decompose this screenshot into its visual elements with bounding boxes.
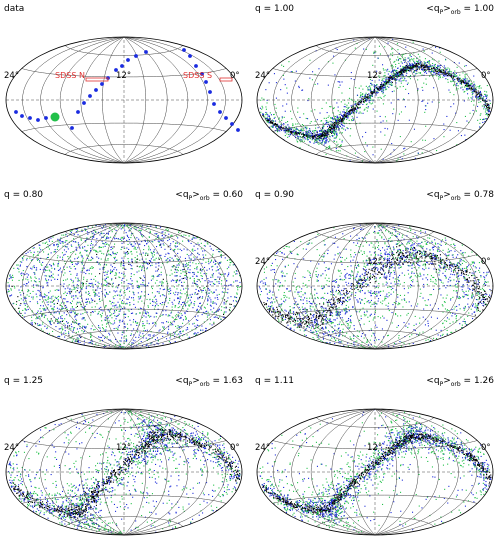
lon-tick-label: 24° (255, 443, 270, 453)
panel-left-label: q = 0.80 (4, 190, 44, 200)
sky-map: 24° 12° 0° (255, 36, 494, 164)
sky-map: 24° 12° 0° (255, 408, 494, 536)
lon-tick-label: 0° (230, 71, 240, 81)
panel-right-label: <qP>orb = 1.26 (426, 376, 494, 388)
lon-tick-label: 12° (367, 71, 382, 81)
panel-left-label: q = 1.00 (255, 4, 295, 14)
grid-lines (5, 222, 243, 350)
lon-tick-label: 12° (116, 71, 131, 81)
stream-particles (259, 38, 491, 163)
panel-q090: 24° 12° 0° q = 0.90 <qP>orb = 0.78 (251, 186, 499, 372)
panel-left-label: q = 1.25 (4, 376, 44, 386)
sky-map (5, 222, 243, 350)
sky-map: 24° 12° 0° (4, 408, 243, 536)
lon-tick-label: 12° (367, 443, 382, 453)
lon-tick-label: 24° (255, 257, 270, 267)
progenitor-marker (50, 112, 60, 122)
lon-tick-label: 24° (4, 443, 19, 453)
panel-right-label: <qP>orb = 1.63 (175, 376, 243, 388)
lon-tick-label: 12° (367, 257, 382, 267)
panel-left-label: q = 0.90 (255, 190, 295, 200)
grid-lines (256, 36, 494, 164)
panel-left-label: q = 1.11 (255, 376, 295, 386)
panel-q080: q = 0.80 <qP>orb = 0.60 (0, 186, 249, 372)
sdss-south-label: SDSS S (183, 71, 212, 80)
grid-lines (5, 36, 243, 164)
lon-tick-label: 24° (4, 71, 19, 81)
panel-right-label: <qP>orb = 0.60 (175, 190, 243, 202)
grid-lines (256, 222, 494, 350)
panel-left-label: data (4, 4, 25, 14)
lon-tick-label: 12° (116, 443, 131, 453)
sdss-north-label: SDSS N (55, 71, 85, 80)
panel-right-label: <qP>orb = 1.00 (426, 4, 494, 16)
lon-tick-label: 24° (255, 71, 270, 81)
sdss-north-box (85, 77, 109, 82)
observed-stream-points (14, 48, 240, 132)
panel-q111: 24° 12° 0° q = 1.11 <qP>orb = 1.26 (251, 372, 499, 558)
panel-q100: 24° 12° 0° q = 1.00 <qP>orb = 1.00 (251, 0, 499, 186)
panel-right-label: <qP>orb = 0.78 (426, 190, 494, 202)
grid-lines (5, 408, 243, 536)
panel-data: SDSS N SDSS S 24° 12° 0° data (0, 0, 249, 186)
stream-particles (8, 410, 241, 535)
sky-map: SDSS N SDSS S 24° 12° 0° (4, 36, 243, 164)
lon-tick-label: 0° (481, 71, 491, 81)
lon-tick-label: 0° (230, 443, 240, 453)
sky-map: 24° 12° 0° (255, 222, 494, 350)
sdss-south-box (219, 77, 233, 82)
lon-tick-label: 0° (481, 257, 491, 267)
grid-lines (256, 408, 494, 536)
stream-particles (259, 409, 493, 535)
panel-q125: 24° 12° 0° q = 1.25 <qP>orb = 1.63 (0, 372, 249, 558)
lon-tick-label: 0° (481, 443, 491, 453)
